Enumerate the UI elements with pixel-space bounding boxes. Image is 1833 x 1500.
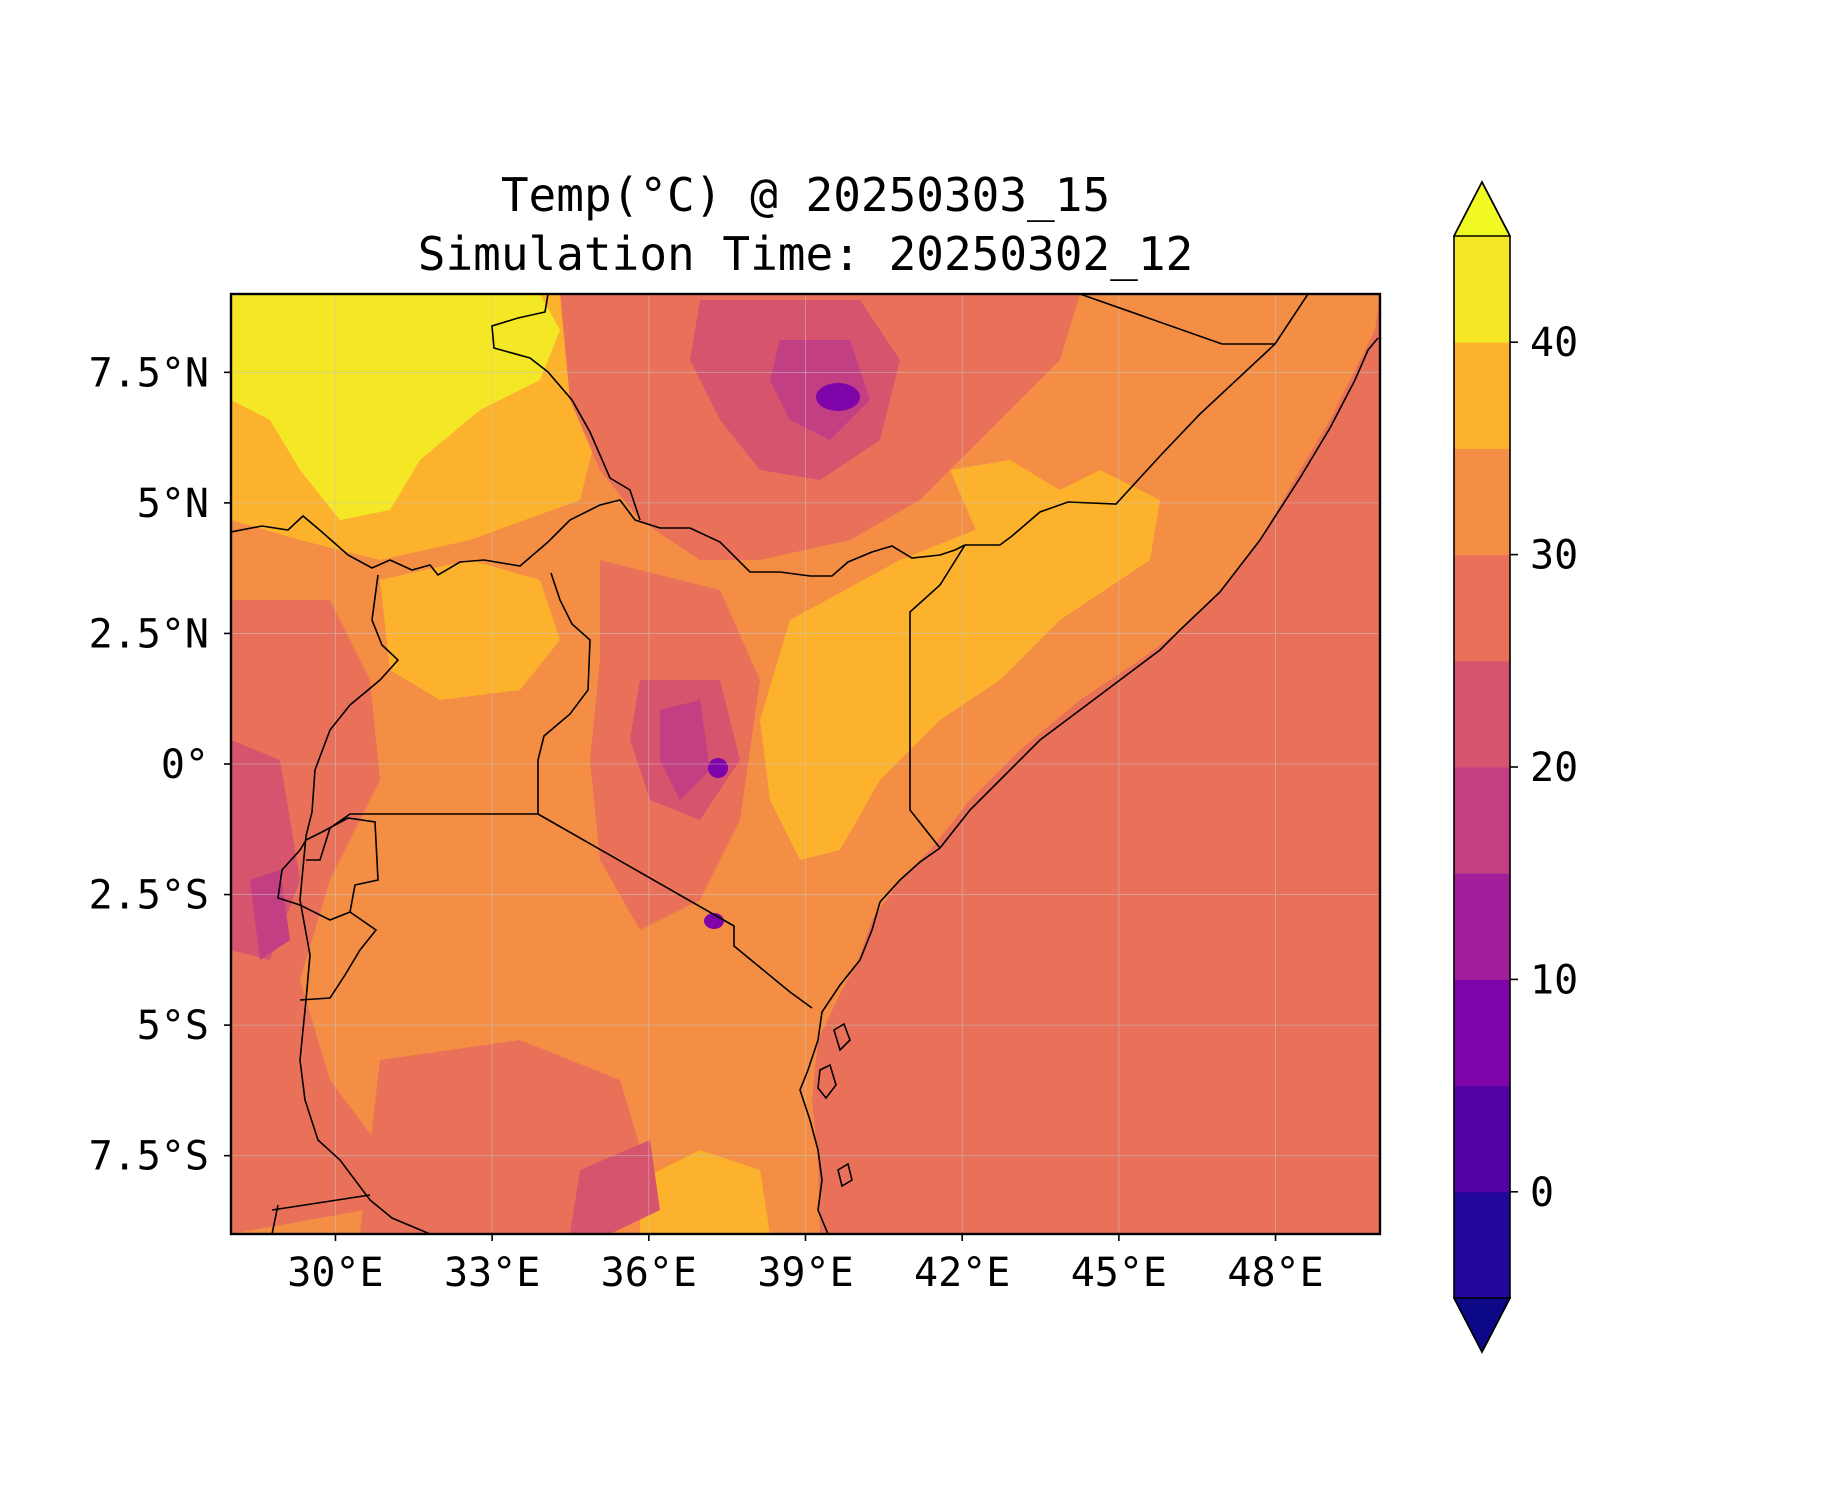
lat-tick-label: 5°N: [137, 481, 209, 527]
cool-highlands-rwanda: [250, 870, 290, 960]
cool-region-west: [231, 600, 420, 1234]
colorbar-tick-label: 40: [1530, 320, 1578, 366]
country-borders: [231, 294, 1379, 1234]
lat-tick-label: 0°: [161, 742, 209, 788]
warm-mid-south: [570, 1140, 660, 1234]
hot-region-uganda: [380, 560, 560, 700]
very-hot-region-south-sudan: [231, 294, 560, 520]
colorbar-segment: [1454, 660, 1510, 768]
latitude-axis: 7.5°N 5°N 2.5°N 0° 2.5°S 5°S 7.5°S: [89, 350, 231, 1180]
colorbar-under-arrow: [1452, 1297, 1512, 1354]
colorbar-segment: [1454, 1191, 1510, 1299]
lon-tick-label: 45°E: [1071, 1250, 1167, 1296]
colorbar-outline: [1453, 180, 1511, 1354]
cold-spot-ethiopia: [816, 383, 860, 411]
cold-spot-kenya: [708, 758, 728, 778]
colorbar-segment: [1454, 979, 1510, 1087]
colorbar-tick-label: 10: [1530, 957, 1578, 1003]
lon-tick-label: 36°E: [601, 1250, 697, 1296]
lat-tick-label: 5°S: [137, 1003, 209, 1049]
lat-tick-label: 7.5°S: [89, 1134, 209, 1180]
cool-region-southwest: [360, 1040, 650, 1234]
lon-tick-label: 33°E: [444, 1250, 540, 1296]
colorbar-segment: [1454, 342, 1510, 449]
lat-tick-label: 7.5°N: [89, 350, 209, 396]
map-subtitle: Simulation Time: 20250302_12: [417, 227, 1194, 281]
hot-region-somalia: [950, 460, 1060, 540]
colorbar-segment: [1454, 554, 1510, 662]
colorbar-over-arrow: [1452, 180, 1512, 237]
colorbar: 0 10 20 30 40: [1452, 180, 1578, 1354]
lat-tick-label: 2.5°S: [89, 873, 209, 919]
colorbar-segment: [1454, 236, 1510, 343]
map-title: Temp(°C) @ 20250303_15: [500, 168, 1111, 222]
hot-region-northeast-kenya: [760, 470, 1160, 860]
colorbar-tick-label: 20: [1530, 745, 1578, 791]
colorbar-segment: [1454, 873, 1510, 980]
lon-tick-label: 48°E: [1227, 1250, 1323, 1296]
lon-tick-label: 30°E: [287, 1250, 383, 1296]
cool-highlands-kenya: [660, 700, 710, 800]
map-area: [231, 294, 1380, 1234]
colorbar-segment: [1454, 1085, 1510, 1193]
hot-region-south: [640, 1150, 770, 1234]
colorbar-segment: [1454, 448, 1510, 556]
colorbar-tick-label: 0: [1530, 1170, 1554, 1216]
lon-tick-label: 39°E: [757, 1250, 853, 1296]
longitude-axis: 30°E 33°E 36°E 39°E 42°E 45°E 48°E: [287, 1234, 1324, 1296]
lon-tick-label: 42°E: [914, 1250, 1010, 1296]
colorbar-tick-label: 30: [1530, 533, 1578, 579]
lat-tick-label: 2.5°N: [89, 611, 209, 657]
colorbar-segment: [1454, 767, 1510, 874]
gridlines: [231, 294, 1380, 1234]
